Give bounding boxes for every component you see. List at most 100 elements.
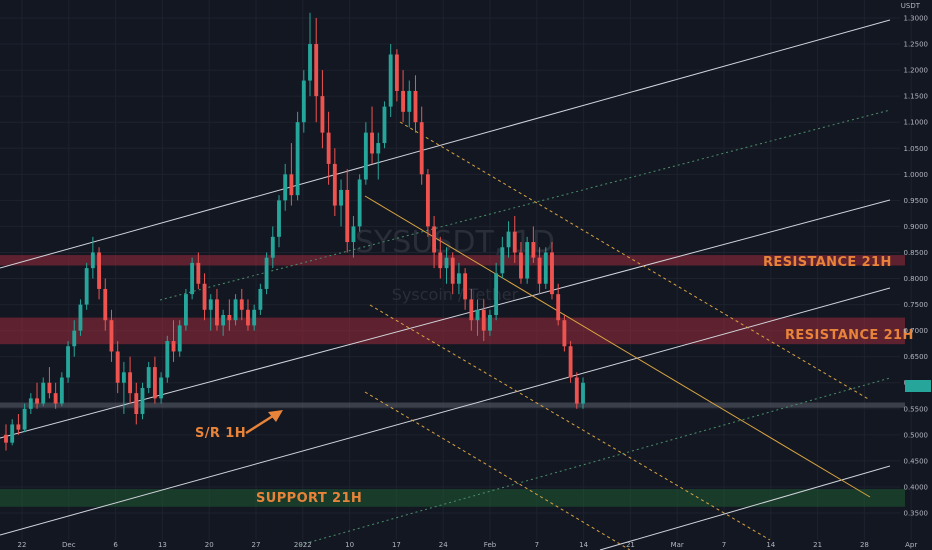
candle-body[interactable]: [407, 90, 412, 112]
candle-body[interactable]: [28, 398, 33, 409]
candle-body[interactable]: [252, 309, 257, 326]
candle-body[interactable]: [72, 330, 77, 347]
candle-body[interactable]: [488, 315, 492, 331]
candle-body[interactable]: [481, 309, 486, 331]
candle-body[interactable]: [121, 372, 126, 383]
candle-body[interactable]: [506, 231, 511, 248]
candle-body[interactable]: [171, 341, 176, 352]
candle-body[interactable]: [159, 377, 164, 399]
candle-body[interactable]: [47, 382, 52, 394]
candle-body[interactable]: [308, 44, 312, 81]
candle-body[interactable]: [363, 132, 368, 180]
candle-body[interactable]: [184, 294, 188, 326]
candle-body[interactable]: [463, 273, 468, 300]
candle-body[interactable]: [264, 257, 269, 289]
candle-body[interactable]: [450, 257, 455, 284]
candle-body[interactable]: [425, 174, 430, 227]
candle-body[interactable]: [339, 189, 343, 206]
candle-body[interactable]: [525, 242, 530, 279]
lower-channel-line[interactable]: [0, 287, 891, 536]
candle-body[interactable]: [140, 387, 145, 414]
candle-body[interactable]: [419, 122, 424, 175]
upper-channel-line[interactable]: [0, 19, 891, 269]
candle-body[interactable]: [239, 299, 244, 310]
candle-body[interactable]: [177, 325, 182, 352]
candle-body[interactable]: [376, 143, 381, 154]
candle-body[interactable]: [152, 367, 157, 399]
candle-body[interactable]: [103, 288, 108, 321]
candle-body[interactable]: [320, 96, 325, 133]
candle-body[interactable]: [270, 236, 275, 258]
candle-body[interactable]: [165, 341, 170, 378]
candle-body[interactable]: [277, 200, 281, 237]
candle-body[interactable]: [574, 377, 579, 404]
candle-body[interactable]: [10, 424, 15, 443]
candle-body[interactable]: [84, 268, 89, 305]
lower-channel-mid-line[interactable]: [299, 377, 891, 546]
candle-body[interactable]: [109, 320, 114, 352]
candle-body[interactable]: [196, 262, 201, 284]
candle-body[interactable]: [215, 299, 219, 326]
candle-body[interactable]: [146, 367, 151, 388]
price-zone[interactable]: [0, 489, 905, 507]
candle-body[interactable]: [512, 231, 517, 253]
candle-body[interactable]: [78, 304, 83, 331]
candle-body[interactable]: [568, 346, 573, 378]
candle-body[interactable]: [543, 252, 548, 284]
candle-body[interactable]: [295, 122, 300, 196]
candle-body[interactable]: [438, 252, 443, 269]
candle-body[interactable]: [494, 273, 499, 315]
price-zone[interactable]: [0, 317, 905, 345]
candle-body[interactable]: [258, 288, 263, 310]
candle-body[interactable]: [388, 54, 393, 107]
candle-body[interactable]: [221, 315, 226, 326]
candle-body[interactable]: [500, 247, 505, 274]
candle-body[interactable]: [115, 351, 120, 383]
candle-body[interactable]: [556, 294, 561, 321]
candle-body[interactable]: [562, 320, 567, 347]
candle-body[interactable]: [357, 179, 362, 227]
candle-body[interactable]: [351, 226, 356, 243]
candle-body[interactable]: [401, 90, 405, 112]
price-axis[interactable]: 1.3000 1.2500 1.2000 1.1500 1.1000 1.0500 1.00…: [904, 15, 929, 518]
candle-body[interactable]: [190, 262, 195, 295]
candle-body[interactable]: [97, 252, 101, 289]
candle-body[interactable]: [531, 242, 536, 258]
candle-body[interactable]: [134, 393, 139, 414]
candle-body[interactable]: [537, 257, 542, 284]
candle-body[interactable]: [66, 346, 70, 378]
candle-body[interactable]: [301, 80, 306, 123]
candle-body[interactable]: [345, 189, 350, 243]
candle-body[interactable]: [90, 252, 95, 269]
candle-body[interactable]: [326, 132, 331, 164]
candle-body[interactable]: [283, 174, 288, 201]
candle-body[interactable]: [289, 174, 294, 196]
candle-body[interactable]: [227, 315, 232, 321]
candle-body[interactable]: [4, 434, 8, 443]
down-channel-top-line[interactable]: [399, 121, 871, 401]
down-channel-mid-line[interactable]: [364, 195, 871, 498]
candle-body[interactable]: [332, 163, 337, 206]
candle-body[interactable]: [128, 372, 133, 394]
upper-channel-mid-line[interactable]: [159, 109, 891, 301]
candle-body[interactable]: [550, 252, 554, 295]
candle-body[interactable]: [444, 257, 449, 269]
candle-body[interactable]: [208, 299, 213, 310]
candle-body[interactable]: [41, 382, 46, 404]
candle-body[interactable]: [519, 252, 523, 279]
candle-body[interactable]: [469, 299, 474, 321]
candle-body[interactable]: [413, 90, 418, 123]
candle-body[interactable]: [314, 44, 319, 97]
candle-body[interactable]: [432, 226, 437, 253]
candle-body[interactable]: [59, 377, 64, 404]
candle-body[interactable]: [246, 309, 250, 326]
time-axis[interactable]: 22 Dec 6 13 20 27 2022 10 17 24 Feb 7 14 21 Mar 7 14 21 28…: [18, 541, 932, 549]
candle-body[interactable]: [581, 382, 585, 404]
candle-body[interactable]: [382, 106, 387, 144]
candle-body[interactable]: [456, 273, 461, 284]
down-channel-low-line[interactable]: [369, 304, 771, 541]
candle-body[interactable]: [202, 283, 207, 310]
candle-body[interactable]: [16, 424, 21, 430]
candle-body[interactable]: [475, 309, 480, 321]
candle-body[interactable]: [22, 408, 27, 430]
